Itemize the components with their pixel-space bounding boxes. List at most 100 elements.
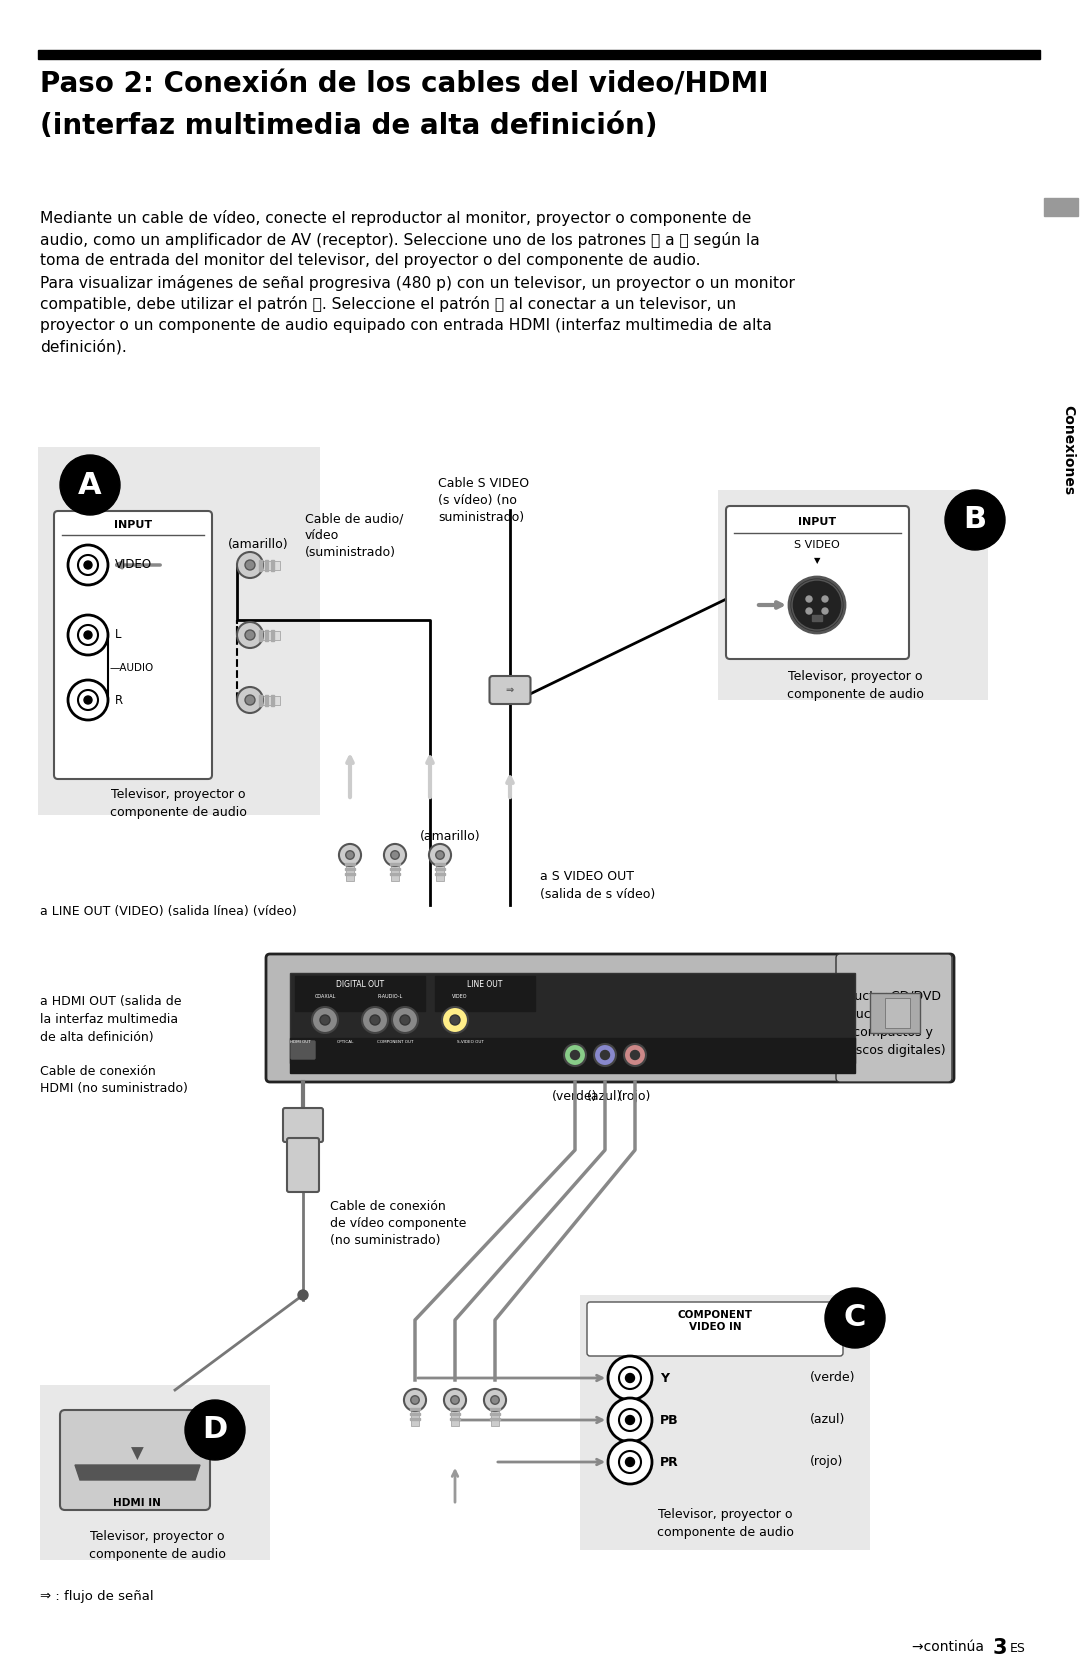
Text: (rojo): (rojo) (810, 1456, 843, 1469)
Circle shape (400, 1015, 410, 1025)
Bar (259, 694, 262, 706)
Bar (265, 694, 268, 706)
Text: ▼: ▼ (813, 557, 820, 565)
Circle shape (384, 844, 406, 865)
Circle shape (444, 1389, 467, 1410)
Bar (271, 694, 274, 706)
Circle shape (346, 850, 354, 859)
Text: Cable de audio/
vídeo
(suministrado): Cable de audio/ vídeo (suministrado) (305, 511, 403, 558)
Text: C: C (843, 1303, 866, 1333)
Circle shape (370, 1015, 380, 1025)
Circle shape (450, 1395, 459, 1404)
FancyBboxPatch shape (291, 1041, 315, 1058)
Bar (249, 560, 280, 570)
Text: Para visualizar imágenes de señal progresiva (480 p) con un televisor, un proyec: Para visualizar imágenes de señal progre… (40, 275, 795, 290)
Circle shape (320, 1015, 330, 1025)
FancyBboxPatch shape (836, 954, 951, 1082)
Circle shape (806, 609, 812, 614)
Bar (1044, 198, 1078, 216)
Circle shape (237, 688, 264, 713)
Bar (259, 560, 262, 570)
FancyBboxPatch shape (588, 1301, 843, 1357)
Circle shape (490, 1395, 499, 1404)
Text: Conexiones: Conexiones (1061, 404, 1075, 495)
Text: COMPONENT
VIDEO IN: COMPONENT VIDEO IN (677, 1310, 753, 1333)
Circle shape (68, 679, 108, 719)
Circle shape (78, 555, 98, 575)
Text: (azul): (azul) (588, 1090, 623, 1103)
Circle shape (945, 490, 1005, 550)
Bar (291, 973, 855, 1063)
Text: a S VIDEO OUT
(salida de s vídeo): a S VIDEO OUT (salida de s vídeo) (540, 870, 656, 901)
Text: Cable de conexión
HDMI (no suministrado): Cable de conexión HDMI (no suministrado) (40, 1065, 188, 1095)
Circle shape (84, 562, 92, 569)
Bar (451, 1400, 459, 1425)
FancyBboxPatch shape (54, 511, 212, 780)
Circle shape (594, 1045, 616, 1067)
Text: —AUDIO: —AUDIO (110, 662, 154, 672)
Circle shape (608, 1441, 652, 1484)
Text: S-VIDEO OUT: S-VIDEO OUT (457, 1040, 484, 1045)
Circle shape (625, 1457, 635, 1466)
Circle shape (625, 1373, 635, 1382)
Circle shape (237, 622, 264, 647)
Bar (295, 976, 426, 1011)
Bar (718, 490, 988, 699)
FancyBboxPatch shape (60, 1410, 210, 1509)
Text: 3: 3 (993, 1638, 1008, 1659)
Text: Cable de conexión
de vídeo componente
(no suministrado): Cable de conexión de vídeo componente (n… (330, 1201, 467, 1248)
Text: ⇒: ⇒ (505, 684, 514, 694)
Polygon shape (75, 1466, 200, 1481)
Circle shape (68, 545, 108, 585)
Bar (346, 867, 355, 870)
Text: audio, como un amplificador de AV (receptor). Seleccione uno de los patrones Ⓐ a: audio, como un amplificador de AV (recep… (40, 231, 759, 248)
Bar (435, 862, 445, 865)
Text: (verde): (verde) (810, 1372, 855, 1385)
Text: ⇒ : flujo de señal: ⇒ : flujo de señal (40, 1590, 153, 1603)
Text: a COMPONENT
VIDEO OUT
(salida de vídeo
componente): a COMPONENT VIDEO OUT (salida de vídeo c… (565, 989, 665, 1055)
FancyBboxPatch shape (489, 676, 530, 704)
Circle shape (312, 1006, 338, 1033)
Bar (450, 1407, 460, 1410)
Circle shape (78, 626, 98, 646)
Bar (271, 629, 274, 641)
Text: toma de entrada del monitor del televisor, del proyector o del componente de aud: toma de entrada del monitor del televiso… (40, 253, 701, 268)
Circle shape (84, 696, 92, 704)
Circle shape (619, 1451, 642, 1472)
FancyBboxPatch shape (266, 954, 954, 1082)
Text: Televisor, proyector o
componente de audio: Televisor, proyector o componente de aud… (786, 671, 923, 701)
Text: Paso 2: Conexión de los cables del video/HDMI: Paso 2: Conexión de los cables del video… (40, 70, 769, 97)
Bar (346, 872, 355, 875)
Text: (amarillo): (amarillo) (228, 538, 288, 552)
Circle shape (60, 454, 120, 515)
Circle shape (625, 1415, 635, 1424)
Text: Y: Y (660, 1372, 669, 1385)
Text: (azul): (azul) (810, 1414, 846, 1427)
Text: VIDEO: VIDEO (453, 994, 468, 999)
Circle shape (806, 595, 812, 602)
Bar (40, 1385, 270, 1560)
Text: a HDMI OUT (salida de
la interfaz multimedia
de alta definición): a HDMI OUT (salida de la interfaz multim… (40, 994, 181, 1045)
Circle shape (564, 1045, 586, 1067)
Text: PB: PB (660, 1414, 678, 1427)
Bar (38, 50, 1040, 59)
Bar (450, 1412, 460, 1415)
Circle shape (185, 1400, 245, 1461)
Circle shape (619, 1367, 642, 1389)
Circle shape (570, 1050, 580, 1060)
Text: LINE OUT: LINE OUT (468, 979, 502, 989)
Bar (291, 1038, 855, 1073)
Bar (390, 862, 400, 865)
Bar (490, 1417, 500, 1420)
Text: OPTICAL: OPTICAL (336, 1040, 353, 1045)
Bar (38, 448, 320, 815)
Bar (491, 1400, 499, 1425)
Text: PR: PR (660, 1456, 678, 1469)
Circle shape (78, 689, 98, 709)
Circle shape (450, 1015, 460, 1025)
Text: INPUT: INPUT (798, 517, 836, 527)
Bar (390, 872, 400, 875)
Bar (265, 629, 268, 641)
Text: (rojo): (rojo) (619, 1090, 651, 1103)
FancyBboxPatch shape (283, 1108, 323, 1142)
